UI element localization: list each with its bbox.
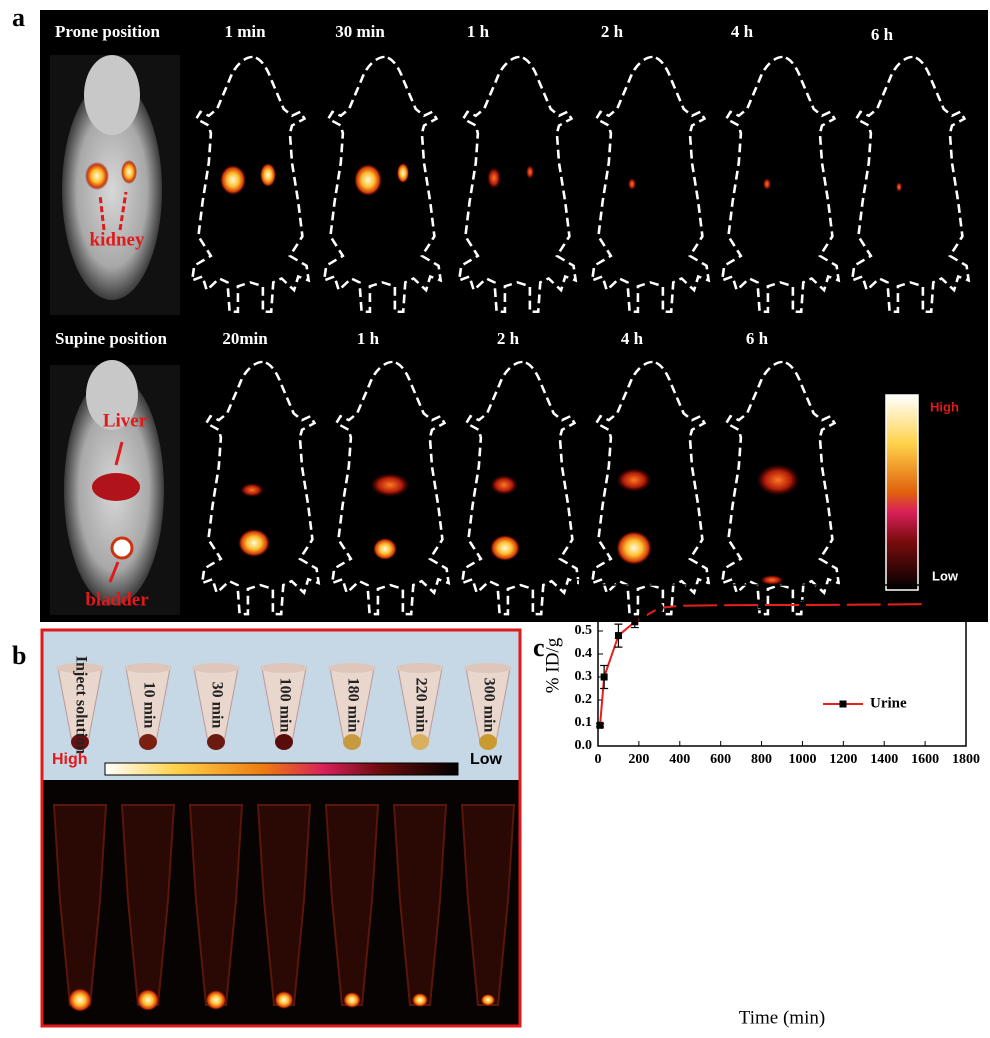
tube-liquid (139, 734, 157, 750)
x-tick-label: 1400 (870, 752, 898, 767)
tube-liquid (275, 734, 293, 750)
point (631, 618, 638, 625)
time-label: 4 h (621, 329, 644, 348)
tube-label: 30 min (208, 682, 225, 729)
tube-label: 220 min (412, 678, 429, 733)
tube-glow (137, 989, 159, 1011)
y-tick-label: 0.7 (575, 577, 593, 592)
x-tick-label: 200 (628, 752, 649, 767)
photo-supine (50, 360, 180, 615)
point (597, 722, 604, 729)
x-axis-label: Time (min) (739, 1007, 825, 1028)
tube-label: Inject solution (72, 656, 89, 754)
x-tick-label: 400 (669, 752, 690, 767)
tube-glow (274, 991, 293, 1009)
scale-label: High (52, 751, 88, 768)
annotation: kidney (90, 229, 145, 250)
panel-label: a (12, 3, 25, 32)
time-label: 1 h (357, 329, 380, 348)
annotation: Liver (103, 410, 148, 431)
y-tick-label: 0.3 (575, 669, 593, 684)
point (758, 602, 765, 609)
legend-label: Urine (870, 695, 907, 711)
figure: a Prone position kidney Liver bladder Su… (0, 0, 990, 1033)
point (601, 674, 608, 681)
row-title: Prone position (55, 22, 161, 41)
x-tick-label: 1200 (829, 752, 857, 767)
time-label: 6 h (871, 25, 894, 44)
x-tick-label: 0 (595, 752, 602, 767)
tube-cap (464, 663, 512, 673)
legend-marker (840, 701, 847, 708)
point (656, 605, 663, 612)
y-tick-label: 0.4 (575, 646, 593, 661)
x-tick-label: 1800 (952, 752, 980, 767)
tube-cap (328, 663, 376, 673)
tube-cap (124, 663, 172, 673)
time-label: 2 h (601, 22, 624, 41)
tube-liquid (479, 734, 497, 750)
tube-cap (396, 663, 444, 673)
point (639, 614, 646, 621)
colorbar (105, 763, 458, 775)
time-label: 20min (222, 329, 268, 348)
time-label: 1 min (224, 22, 266, 41)
point (615, 632, 622, 639)
tube-label: 100 min (276, 678, 293, 733)
tube-glow (68, 988, 92, 1012)
panel-label: b (12, 641, 26, 670)
row-title: Supine position (55, 329, 168, 348)
y-tick-label: 0.6 (575, 600, 593, 615)
y-tick-label: 0.1 (575, 715, 593, 730)
tube-label: 180 min (344, 678, 361, 733)
tube-cap (260, 663, 308, 673)
tube-glow (481, 994, 495, 1006)
y-tick-label: 0.0 (575, 738, 593, 753)
scale-label: Low (932, 568, 959, 583)
panel-a-background (40, 10, 988, 622)
y-tick-label: 0.5 (575, 623, 593, 638)
point (881, 601, 888, 608)
y-axis-label: % ID/g (542, 637, 563, 693)
colorbar (886, 395, 918, 590)
tube-liquid (207, 734, 225, 750)
chart: 0.0 0.1 0.2 0.3 0.4 0.5 0.6 0.7 0 200 400 600 800 100… (542, 577, 980, 1028)
point (717, 602, 724, 609)
tube-liquid (411, 734, 429, 750)
time-label: 30 min (335, 22, 385, 41)
time-label: 1 h (467, 22, 490, 41)
x-tick-label: 1000 (788, 752, 816, 767)
x-tick-label: 800 (751, 752, 772, 767)
tube-label: 300 min (480, 678, 497, 733)
point (799, 602, 806, 609)
tube-label: 10 min (140, 682, 157, 729)
point (676, 602, 683, 609)
tube-glow (412, 993, 428, 1007)
tube-glow (206, 990, 227, 1010)
annotation: bladder (85, 589, 149, 610)
x-tick-label: 1600 (911, 752, 939, 767)
point (922, 601, 929, 608)
time-label: 2 h (497, 329, 520, 348)
y-tick-label: 0.2 (575, 692, 593, 707)
photo-prone (50, 55, 180, 315)
time-label: 6 h (746, 329, 769, 348)
tube-liquid (343, 734, 361, 750)
time-label: 4 h (731, 22, 754, 41)
tube-glow (343, 992, 361, 1008)
tube-cap (192, 663, 240, 673)
scale-label: High (930, 399, 959, 414)
x-tick-label: 600 (710, 752, 731, 767)
scale-label: Low (470, 751, 503, 768)
point (840, 601, 847, 608)
